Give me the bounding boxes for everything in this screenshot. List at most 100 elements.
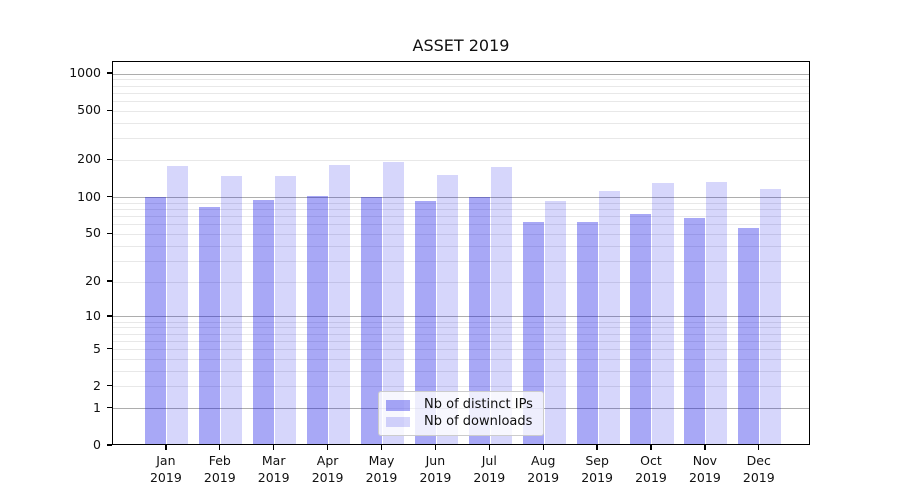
x-tick-mark: [219, 445, 221, 450]
x-tick-label: Nov 2019: [688, 453, 721, 485]
legend-item-downloads: Nb of downloads: [386, 414, 535, 430]
y-tick-label: 100: [77, 188, 101, 204]
x-tick-label: Sep 2019: [581, 453, 613, 485]
x-tick-mark: [273, 445, 275, 450]
bar-downloads: [490, 167, 512, 444]
minor-gridline: [113, 92, 809, 94]
legend-swatch-distinct-ips: [386, 400, 410, 411]
minor-gridline: [113, 159, 809, 161]
x-tick-mark: [380, 445, 383, 450]
x-tick-label: Jan 2019: [149, 453, 182, 485]
bar-downloads: [544, 201, 566, 444]
bar-downloads: [382, 162, 405, 444]
bar-distinct-ips: [522, 221, 544, 444]
legend-item-distinct-ips: Nb of distinct IPs: [386, 397, 535, 413]
minor-gridline: [113, 370, 809, 372]
y-tick-mark: [107, 385, 112, 387]
x-tick-label: Jul 2019: [473, 453, 506, 485]
legend: Nb of distinct IPs Nb of downloads: [378, 391, 544, 436]
minor-gridline: [113, 138, 809, 140]
bar-distinct-ips: [414, 200, 436, 444]
minor-gridline: [113, 208, 809, 210]
bar-distinct-ips: [738, 228, 760, 444]
y-tick-label: 0: [93, 437, 101, 452]
minor-gridline: [113, 79, 809, 81]
bar-downloads: [598, 191, 620, 444]
major-gridline: [113, 316, 809, 318]
bar-downloads: [436, 175, 458, 444]
x-tick-mark: [596, 445, 598, 450]
y-tick-label: 20: [85, 273, 101, 289]
minor-gridline: [113, 215, 809, 217]
chart-title: ASSET 2019: [412, 36, 510, 55]
bar-downloads: [652, 183, 674, 444]
x-tick-label: Jun 2019: [419, 453, 452, 485]
bar-distinct-ips: [684, 218, 706, 444]
y-tick-mark: [107, 109, 112, 111]
plot-area: [112, 61, 810, 445]
minor-gridline: [113, 349, 809, 351]
minor-gridline: [113, 386, 809, 388]
minor-gridline: [113, 321, 809, 323]
x-tick-label: May 2019: [365, 453, 398, 485]
x-tick-mark: [758, 445, 760, 450]
y-tick-mark: [107, 407, 112, 409]
major-gridline: [113, 197, 809, 198]
x-tick-label: Apr 2019: [311, 453, 344, 485]
minor-gridline: [113, 281, 809, 283]
major-gridline: [113, 73, 809, 75]
y-tick-label: 1000: [69, 65, 101, 80]
legend-label-downloads: Nb of downloads: [424, 413, 533, 429]
legend-swatch-downloads: [386, 416, 410, 427]
x-tick-mark: [434, 445, 437, 450]
minor-gridline: [113, 110, 809, 112]
bar-distinct-ips: [576, 221, 598, 444]
x-tick-label: Aug 2019: [527, 453, 560, 485]
minor-gridline: [113, 122, 809, 124]
bar-distinct-ips: [468, 197, 490, 444]
x-tick-mark: [326, 445, 329, 450]
y-tick-mark: [107, 280, 112, 282]
y-tick-mark: [107, 347, 112, 350]
minor-gridline: [113, 358, 809, 360]
minor-gridline: [113, 233, 809, 235]
minor-gridline: [113, 327, 809, 329]
x-tick-label: Dec 2019: [742, 453, 775, 485]
bar-downloads: [706, 181, 728, 444]
y-tick-label: 5: [93, 340, 101, 356]
y-tick-label: 2: [93, 377, 101, 393]
y-tick-mark: [107, 444, 112, 446]
bar-downloads: [221, 176, 243, 444]
bar-distinct-ips: [145, 197, 167, 444]
x-tick-mark: [542, 445, 544, 450]
bar-downloads: [275, 176, 297, 444]
minor-gridline: [113, 340, 809, 342]
y-tick-label: 1: [93, 399, 101, 415]
x-tick-label: Feb 2019: [203, 453, 236, 485]
x-tick-mark: [650, 445, 652, 450]
minor-gridline: [113, 100, 809, 102]
minor-gridline: [113, 202, 809, 204]
y-tick-mark: [107, 72, 112, 74]
x-tick-mark: [488, 445, 490, 450]
x-tick-mark: [704, 445, 706, 450]
y-tick-label: 50: [85, 225, 101, 241]
bar-downloads: [760, 188, 782, 444]
y-tick-mark: [107, 195, 112, 198]
y-tick-label: 10: [85, 307, 101, 323]
bar-distinct-ips: [360, 197, 382, 444]
bar-distinct-ips: [307, 195, 329, 444]
x-tick-mark: [165, 445, 167, 450]
minor-gridline: [113, 260, 809, 262]
minor-gridline: [113, 333, 809, 335]
y-tick-label: 200: [77, 151, 101, 167]
minor-gridline: [113, 85, 809, 87]
bar-downloads: [329, 164, 351, 444]
minor-gridline: [113, 245, 809, 247]
y-tick-mark: [107, 315, 112, 317]
minor-gridline: [113, 224, 809, 226]
bar-distinct-ips: [630, 214, 652, 444]
bar-distinct-ips: [253, 199, 275, 444]
x-tick-label: Oct 2019: [635, 453, 667, 485]
